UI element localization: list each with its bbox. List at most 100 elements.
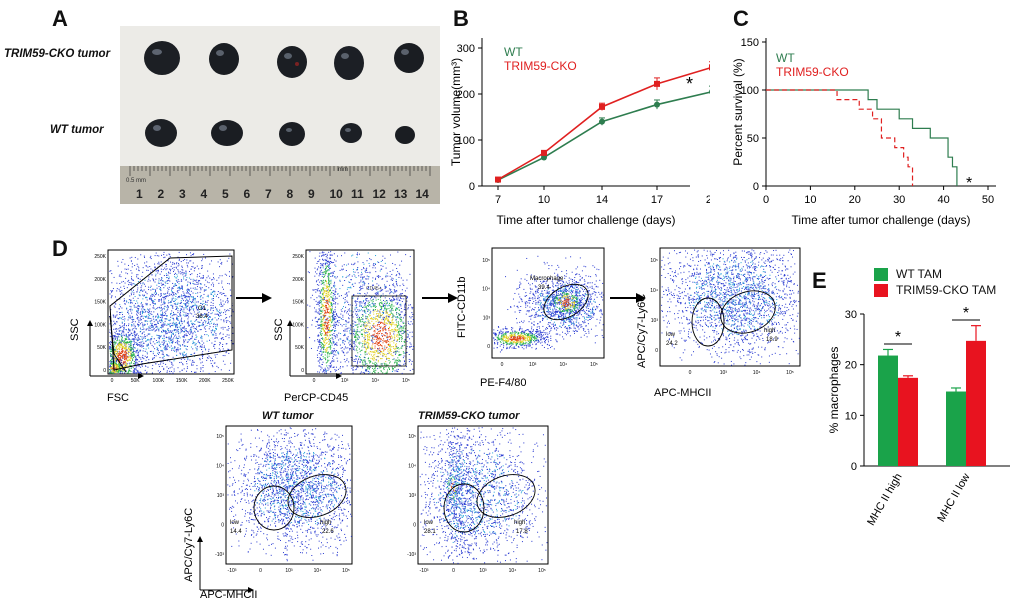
c-legend-wt: WT (776, 51, 795, 65)
plot1-ytick: 250K (94, 254, 106, 260)
b-xlabel: Time after tumor challenge (days) (497, 213, 676, 227)
b-xtick-label: 21 (706, 194, 710, 206)
b-point (709, 89, 710, 94)
plot6-xtick: 10⁴ (509, 568, 517, 574)
plot6-xtick: 10³ (479, 568, 487, 574)
plot3-xtick: 0 (501, 362, 504, 368)
b-point (654, 101, 660, 108)
row-label-cko: TRIM59-CKO tumor (4, 48, 111, 60)
plot2-ytick: 250K (292, 254, 304, 260)
ruler-number: 11 (351, 187, 364, 201)
plot5-xtick: 0 (259, 568, 262, 574)
plot4-xtick: 10⁴ (753, 370, 761, 376)
plot4-ytick: 10³ (651, 318, 659, 324)
ruler-number: 5 (222, 187, 229, 201)
c-ylabel: Percent survival (%) (731, 58, 745, 165)
plot1-ytick: 150K (94, 300, 106, 306)
gate-wt-high (287, 474, 347, 518)
p2-ylabel: SSC (273, 318, 285, 341)
plot1-xtick: 100K (153, 378, 165, 384)
ruler-number: 1 (136, 187, 143, 201)
gate-macrophage-name: Macrophage (530, 276, 564, 282)
e-ytick-label: 10 (845, 410, 857, 422)
e-ylabel: % macrophages (827, 347, 841, 434)
tumor-wt-4 (340, 123, 362, 143)
p4-xlabel: APC-MHCII (654, 387, 711, 399)
tumor-wt-5 (395, 126, 415, 144)
e-bar (878, 355, 898, 466)
tumor-wt-1 (145, 119, 177, 147)
gate-cko-low (443, 483, 485, 533)
c-series-line-0 (766, 89, 958, 186)
plot5-xtick: 10⁴ (314, 568, 322, 574)
plot3-ytick: 10³ (483, 315, 491, 321)
p2-xlabel: PerCP-CD45 (284, 392, 348, 404)
p4-low-label: low (666, 332, 676, 338)
p4-ylabel: APC/Cy7-Ly6C (636, 294, 648, 368)
tumor-cko-4 (334, 46, 364, 80)
ruler-number: 6 (244, 187, 251, 201)
b-xtick-label: 17 (651, 194, 663, 206)
tumor-wt-2 (211, 120, 243, 146)
plot1-xtick: 150K (176, 378, 188, 384)
plot2-xtick: 0 (313, 378, 316, 384)
plot3-xtick: 10⁴ (559, 362, 567, 368)
gate-wt-low (253, 485, 295, 531)
b-ytick-label: 100 (457, 135, 475, 147)
gate-cd45-name: CD45+ (366, 286, 382, 292)
flow-plot-cko-tumor: low 28.1 high 17.8 10⁵ 10⁴ 10³ 0 -10³ -10³ 0 10… (407, 425, 549, 574)
c-xtick-label: 10 (804, 194, 816, 206)
e-significance: * (895, 329, 901, 346)
plot4-xtick: 0 (689, 370, 692, 376)
b-point (709, 64, 710, 71)
p5-low-label: low (230, 520, 240, 526)
b-ytick-label: 300 (457, 43, 475, 55)
plot5-xtick: -10³ (228, 568, 237, 574)
panel-letter-b: B (453, 6, 469, 31)
plot2-ytick: 100K (292, 322, 304, 328)
tumor-cko-3 (277, 46, 307, 78)
plot2-ytick: 200K (292, 277, 304, 283)
plot6-ytick: -10³ (407, 552, 416, 558)
plot3-xtick: 10³ (529, 362, 537, 368)
plot6-ytick: 10³ (409, 493, 417, 499)
b-point (541, 149, 547, 156)
c-xlabel: Time after tumor challenge (days) (792, 213, 971, 227)
b-ytick-label: 0 (469, 181, 475, 193)
p5-low-value: 14.4 (230, 529, 242, 535)
p4-high-value: 18.9 (766, 337, 778, 343)
plot3-ytick: 10⁴ (482, 287, 490, 293)
e-bar (946, 391, 966, 466)
plot3-ytick: 0 (487, 344, 490, 350)
gate-macrophage-value: 39.4 (538, 285, 550, 291)
arrow-2 (422, 293, 458, 303)
plot1-xtick: 250K (222, 378, 234, 384)
gate-mhcii-high (720, 290, 776, 334)
b-point (541, 154, 547, 161)
ruler-unit-mm: mm (338, 167, 348, 173)
gate-macrophage (543, 283, 589, 321)
plot1-ytick: 50K (97, 345, 107, 351)
plot1-xtick: 0 (111, 378, 114, 384)
gate-g1 (109, 255, 233, 371)
p6-high-value: 17.8 (516, 529, 528, 535)
b-legend-cko: TRIM59-CKO (504, 59, 577, 73)
e-category-label: MHC II high (865, 472, 904, 528)
plot4-xtick: 10³ (720, 370, 728, 376)
p1-ylabel: SSC (69, 318, 81, 341)
flow-plot-wt-tumor: low 14.4 high 22.6 10⁵ 10⁴ 10³ 0 -10³ -10³ 0 10… (183, 425, 353, 601)
flow-plot-fsc-ssc: G1 36.4 250K 200K 150K 100K 50K 00 50K 100K 150K… (69, 249, 235, 404)
panel-letter-a: A (52, 6, 68, 31)
ruler (120, 166, 440, 204)
plot2-ytick: 50K (295, 345, 305, 351)
gate-g1-name: G1 (198, 306, 207, 312)
c-xtick-label: 30 (893, 194, 905, 206)
b-legend-wt: WT (504, 45, 523, 59)
plot6-ytick: 10⁴ (408, 464, 416, 470)
b-xtick-label: 10 (538, 194, 550, 206)
b-xtick-label: 14 (596, 194, 608, 206)
c-ytick-label: 100 (741, 85, 759, 97)
ruler-number: 4 (201, 187, 208, 201)
e-legend-swatch-wt (874, 268, 888, 281)
e-legend-wt: WT TAM (896, 267, 942, 281)
